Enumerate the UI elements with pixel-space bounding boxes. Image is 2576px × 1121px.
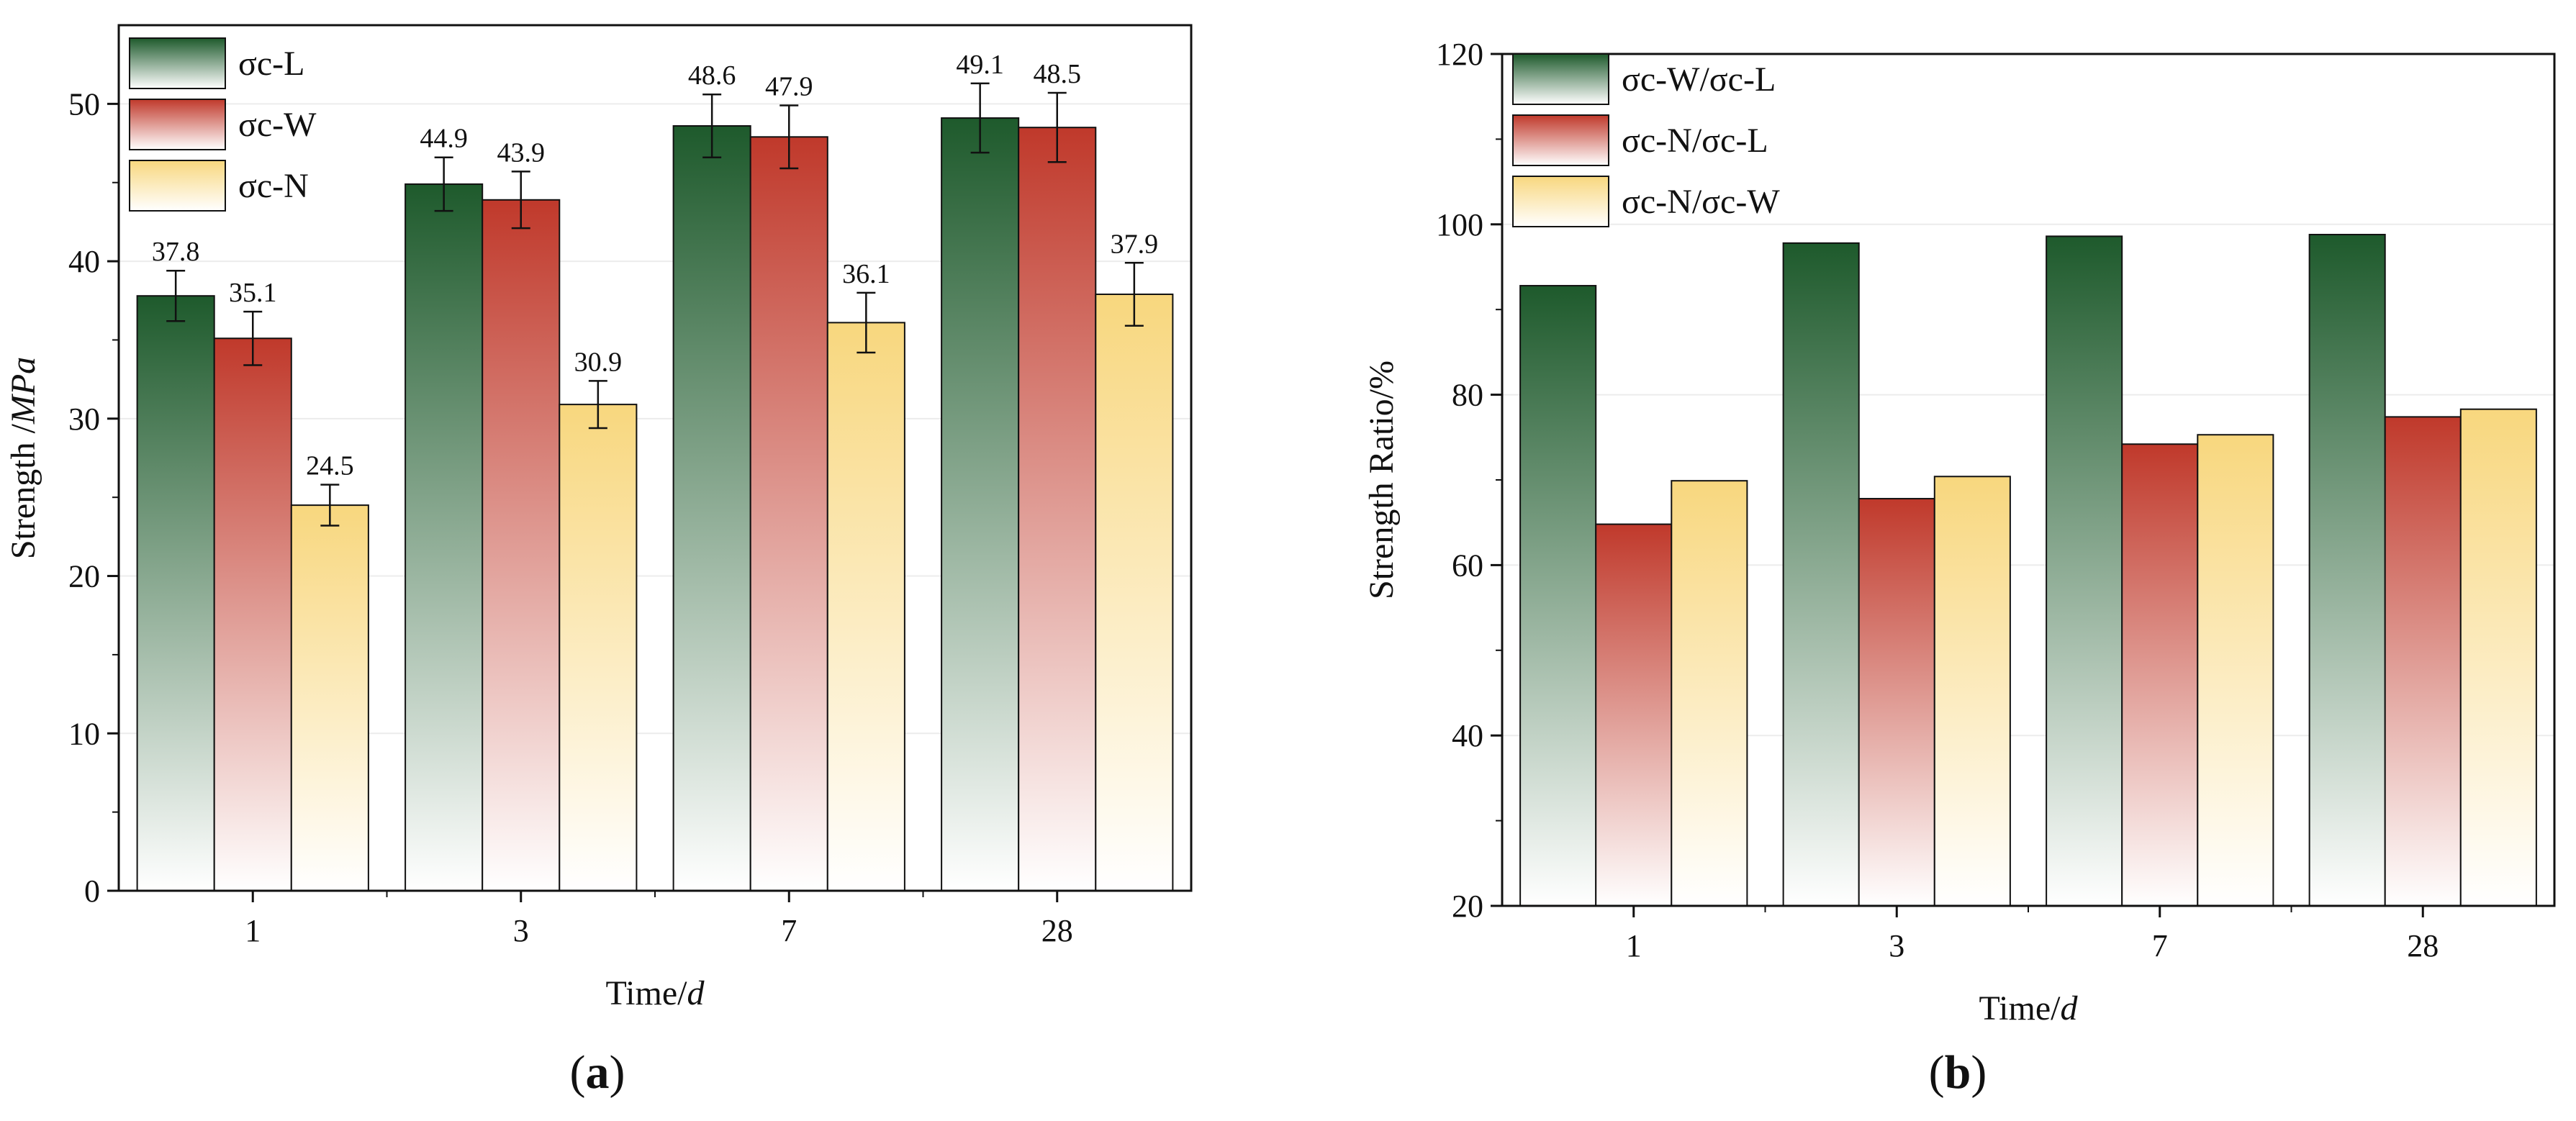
x-tick-label-a: 1 [245, 913, 261, 948]
bar-b-red-28 [2384, 416, 2462, 907]
x-tick-label-a: 28 [1041, 913, 1073, 948]
y-tick-label-a: 30 [68, 401, 100, 437]
y-tick-label-b: 120 [1436, 37, 1483, 72]
data-label-a: 43.9 [497, 137, 546, 168]
y-tick-label-b: 40 [1452, 718, 1483, 753]
bar-b-green-1 [1519, 285, 1597, 907]
x-axis-title-b-part: Time/ [1979, 989, 2061, 1027]
data-label-a: 49.1 [956, 50, 1004, 80]
y-tick-label-b: 80 [1452, 378, 1483, 413]
y-tick-label-a: 10 [68, 716, 100, 751]
x-tick-label-a: 7 [781, 913, 797, 948]
legend-swatch-a-red [129, 99, 226, 150]
data-label-a: 44.9 [420, 124, 468, 154]
bar-a-red-28 [1018, 127, 1097, 891]
bar-a-green-28 [941, 117, 1020, 892]
x-tick-label-b: 3 [1889, 928, 1904, 963]
data-label-a: 30.9 [574, 347, 623, 377]
legend-swatch-b-red [1512, 114, 1609, 166]
bar-a-green-3 [405, 183, 484, 891]
data-label-a: 37.9 [1111, 229, 1159, 259]
legend-label-a: σc-W [238, 106, 317, 144]
y-axis-title-a-part: MPa [4, 357, 42, 425]
bar-a-green-7 [672, 124, 751, 891]
bar-b-yellow-1 [1671, 480, 1748, 907]
x-axis-title-a-part: Time/ [606, 974, 688, 1012]
bar-b-red-3 [1858, 498, 1935, 907]
x-axis-title-a: Time/d [606, 974, 705, 1012]
data-label-a: 48.6 [688, 60, 736, 91]
bar-a-yellow-7 [826, 322, 905, 891]
bar-b-red-7 [2121, 443, 2199, 907]
bar-b-green-3 [1782, 242, 1860, 907]
panel-label-a-part: a [586, 1046, 610, 1099]
panel-label-b-part: ( [1929, 1046, 1945, 1099]
legend-label-b: σc-N/σc-W [1622, 183, 1780, 221]
panel-label-b: (b) [1929, 1046, 1987, 1099]
bar-b-red-1 [1595, 523, 1673, 907]
data-label-a: 47.9 [765, 72, 813, 102]
data-label-a: 48.5 [1034, 59, 1082, 89]
legend-swatch-b-green [1512, 53, 1609, 105]
bar-b-green-28 [2308, 234, 2386, 907]
bar-a-red-3 [482, 199, 561, 891]
y-tick-label-b: 20 [1452, 889, 1483, 924]
bar-a-red-7 [749, 136, 828, 891]
bar-a-yellow-1 [290, 504, 369, 891]
x-tick-label-b: 28 [2407, 928, 2439, 963]
x-axis-title-b: Time/d [1979, 989, 2079, 1027]
bar-b-yellow-3 [1933, 476, 2011, 907]
y-tick-label-b: 100 [1436, 207, 1483, 242]
bar-b-yellow-28 [2459, 408, 2537, 907]
x-tick-label-b: 1 [1626, 928, 1642, 963]
legend-swatch-a-green [129, 37, 226, 89]
x-tick-label-b: 7 [2152, 928, 2168, 963]
y-axis-title-b: Strength Ratio/% [1362, 360, 1401, 599]
y-tick-label-b: 60 [1452, 548, 1483, 583]
legend-label-a: σc-N [238, 167, 309, 205]
legend-label-a: σc-L [238, 45, 304, 83]
bar-b-green-7 [2046, 235, 2123, 907]
bar-a-yellow-28 [1095, 294, 1174, 892]
x-axis-title-a-part: d [687, 974, 705, 1012]
y-axis-title-a-part: Strength / [4, 424, 42, 560]
y-axis-title-a: Strength /MPa [4, 357, 42, 559]
x-tick-label-a: 3 [513, 913, 529, 948]
panel-label-a-part: ( [570, 1046, 586, 1099]
legend-swatch-b-yellow [1512, 176, 1609, 227]
legend-label-b: σc-N/σc-L [1622, 122, 1768, 160]
y-tick-label-a: 50 [68, 86, 100, 122]
data-label-a: 24.5 [306, 451, 354, 481]
y-tick-label-a: 20 [68, 559, 100, 594]
bar-a-red-1 [213, 337, 292, 891]
bar-a-green-1 [136, 295, 215, 891]
y-tick-label-a: 40 [68, 244, 100, 279]
bar-b-yellow-7 [2197, 434, 2274, 907]
data-label-a: 37.8 [152, 237, 200, 267]
panel-label-a: (a) [570, 1046, 625, 1099]
data-label-a: 35.1 [229, 278, 277, 308]
legend-label-b: σc-W/σc-L [1622, 60, 1776, 99]
legend-swatch-a-yellow [129, 160, 226, 212]
x-axis-title-b-part: d [2060, 989, 2078, 1027]
panel-label-a-part: ) [610, 1046, 625, 1099]
panel-label-b-part: ) [1971, 1046, 1987, 1099]
panel-label-b-part: b [1945, 1046, 1971, 1099]
y-tick-label-a: 0 [84, 873, 100, 909]
bar-a-yellow-3 [559, 404, 638, 891]
data-label-a: 36.1 [842, 259, 890, 289]
